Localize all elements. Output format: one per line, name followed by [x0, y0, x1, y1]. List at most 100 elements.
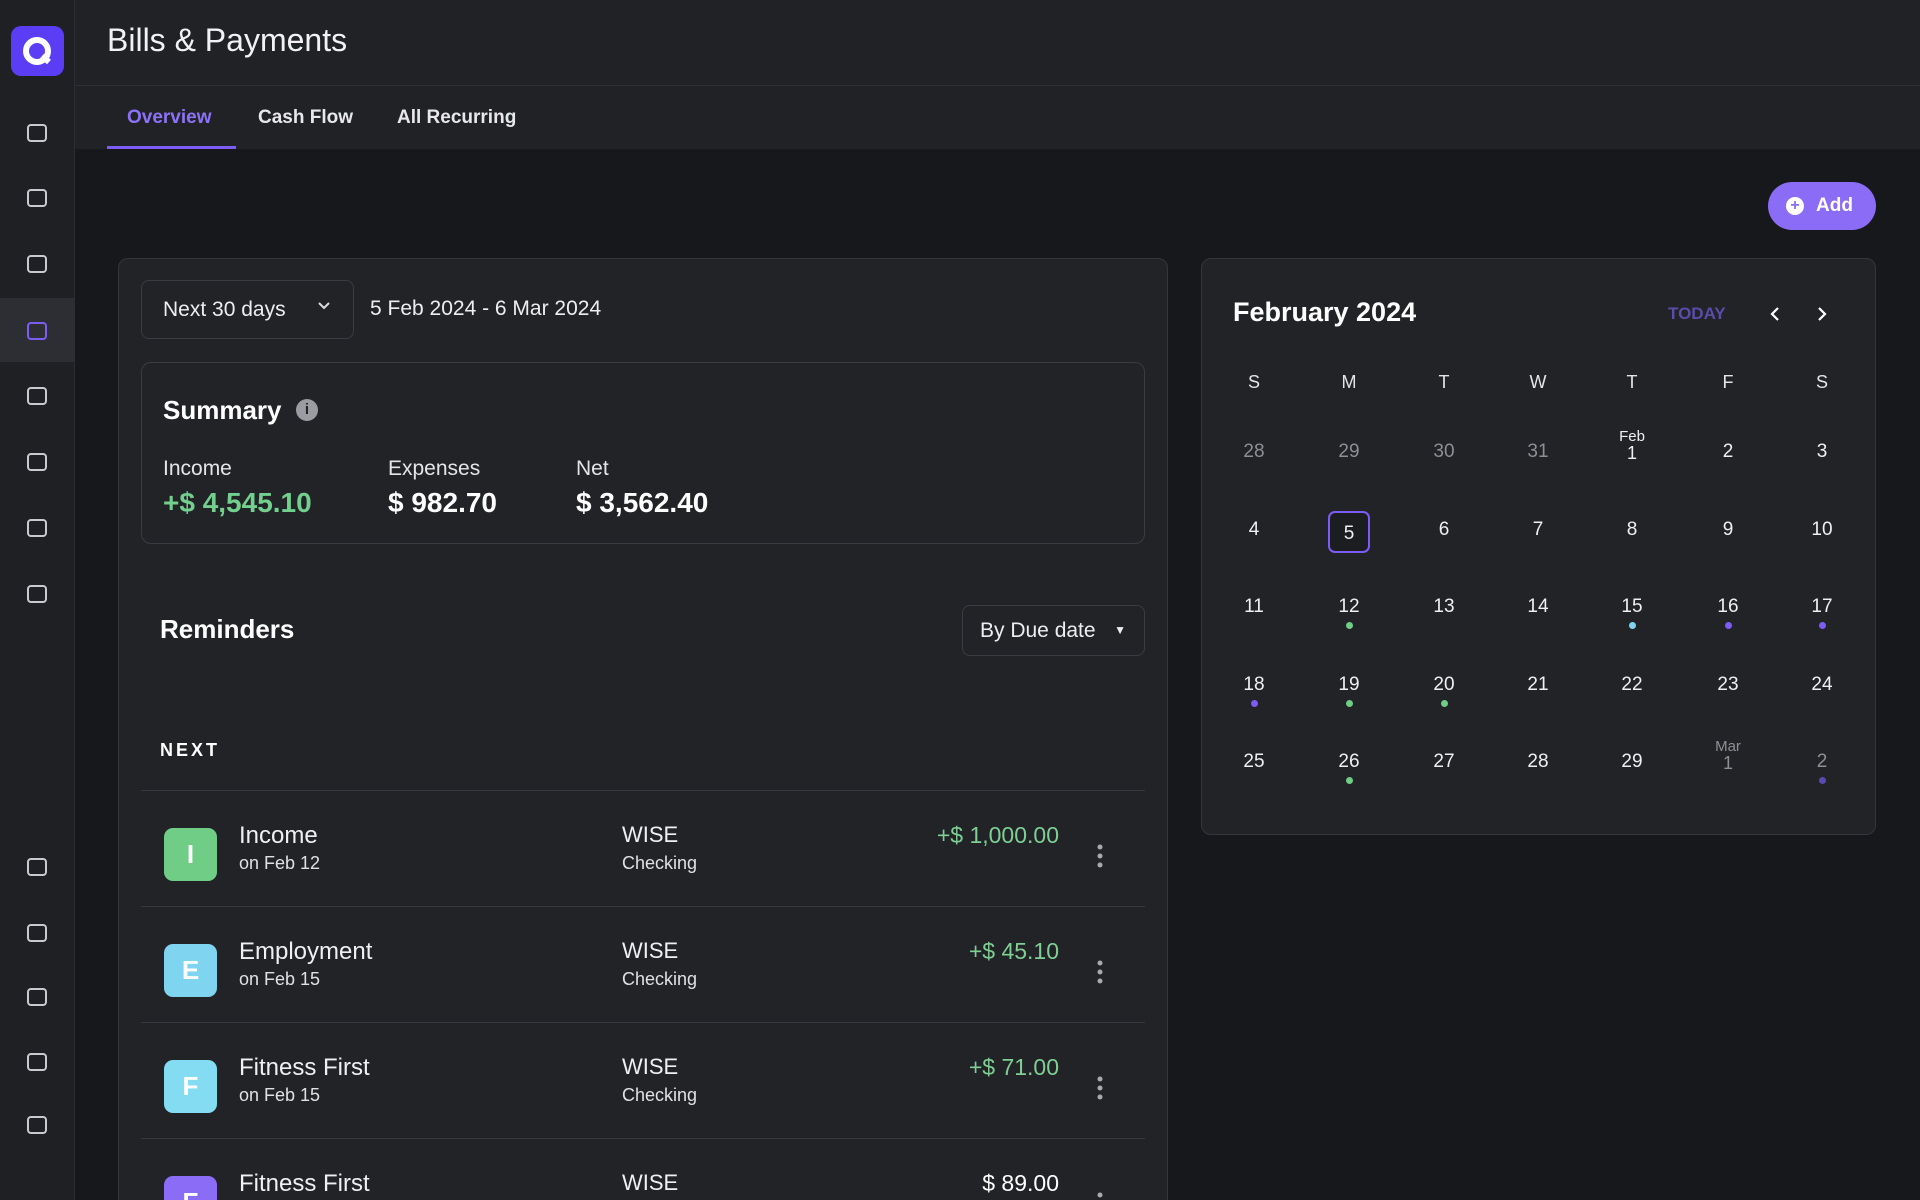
nav-icon[interactable] — [25, 855, 49, 879]
nav-icon[interactable] — [25, 1050, 49, 1074]
day[interactable]: 2 — [1722, 441, 1734, 462]
day[interactable]: 6 — [1438, 518, 1450, 540]
sort-label: By Due date — [980, 619, 1096, 642]
day[interactable]: 3 — [1816, 441, 1828, 462]
day-dot — [1628, 622, 1636, 629]
day[interactable]: 10 — [1811, 518, 1833, 540]
day[interactable]: 17 — [1811, 596, 1833, 617]
day[interactable]: 31 — [1527, 441, 1549, 462]
day[interactable]: 25 — [1243, 751, 1265, 772]
nav-icon[interactable] — [25, 1113, 49, 1137]
day[interactable]: 28 — [1527, 751, 1549, 772]
nav-icon[interactable] — [25, 121, 49, 145]
tab[interactable]: Overview — [127, 107, 212, 128]
day[interactable]: 27 — [1433, 751, 1455, 772]
nav-icon[interactable] — [25, 252, 49, 276]
day[interactable]: 1 — [1722, 753, 1733, 773]
today-button[interactable]: TODAY — [1668, 304, 1726, 323]
summary-label: Income — [163, 457, 232, 480]
nav-arrow[interactable] — [1768, 305, 1784, 323]
avatar: F — [164, 1060, 217, 1113]
day[interactable]: 22 — [1621, 673, 1643, 695]
day[interactable]: 14 — [1527, 596, 1549, 617]
row-divider — [141, 790, 1145, 791]
avatar: F — [164, 1176, 217, 1200]
nav-icon[interactable] — [25, 516, 49, 540]
reminders-title: Reminders — [160, 614, 295, 644]
day-dot — [1250, 699, 1258, 707]
day-dot — [1818, 622, 1826, 629]
day[interactable]: 18 — [1243, 673, 1265, 695]
row-account-type: Checking — [622, 969, 698, 989]
day[interactable]: 19 — [1338, 673, 1360, 695]
row-divider — [141, 1138, 1145, 1139]
nav-icon[interactable] — [25, 921, 49, 945]
day-month: Feb — [1619, 428, 1645, 445]
row-account-type: Checking — [622, 853, 698, 873]
day[interactable]: 2 — [1816, 751, 1828, 772]
day[interactable]: 5 — [1343, 522, 1355, 544]
row-date: on Feb 12 — [239, 853, 321, 873]
day[interactable]: 7 — [1532, 518, 1544, 540]
day[interactable]: 16 — [1717, 596, 1739, 617]
row-amount: +$ 1,000.00 — [936, 822, 1059, 848]
row-menu[interactable] — [1096, 1191, 1104, 1200]
day[interactable]: 24 — [1811, 673, 1833, 695]
nav-icon[interactable] — [25, 450, 49, 474]
nav-icon[interactable] — [25, 985, 49, 1009]
row-menu[interactable] — [1096, 843, 1104, 869]
row-account-type: Checking — [622, 1085, 698, 1105]
weekday: F — [1722, 372, 1734, 392]
day[interactable]: 29 — [1621, 751, 1643, 772]
row-name[interactable]: Employment — [239, 938, 373, 965]
row-menu[interactable] — [1096, 959, 1104, 985]
day[interactable]: 26 — [1338, 751, 1360, 772]
nav-icon[interactable] — [25, 319, 49, 343]
day[interactable]: 30 — [1433, 441, 1455, 462]
header — [75, 0, 1920, 149]
day[interactable]: 9 — [1722, 518, 1734, 540]
day[interactable]: 8 — [1626, 518, 1638, 540]
logo[interactable] — [11, 26, 64, 76]
weekday: M — [1341, 372, 1357, 392]
day[interactable]: 28 — [1243, 441, 1265, 462]
day[interactable]: 4 — [1248, 518, 1260, 540]
range-select[interactable]: Next 30 days — [141, 280, 354, 339]
add-button[interactable]: + Add — [1768, 182, 1876, 230]
nav-arrow[interactable] — [1814, 305, 1830, 323]
sidebar — [0, 0, 75, 1200]
section-label: NEXT — [160, 740, 221, 760]
row-menu[interactable] — [1096, 1075, 1104, 1101]
day[interactable]: 11 — [1244, 596, 1264, 617]
summary-label: Net — [576, 457, 609, 480]
day[interactable]: 20 — [1433, 673, 1455, 695]
nav-icon[interactable] — [25, 582, 49, 606]
day[interactable]: 21 — [1527, 673, 1549, 695]
row-account: WISE — [622, 1170, 679, 1195]
day[interactable]: 15 — [1621, 596, 1643, 617]
nav-icon[interactable] — [25, 384, 49, 408]
summary-label: Expenses — [388, 457, 481, 480]
nav-icon[interactable] — [25, 186, 49, 210]
tab[interactable]: All Recurring — [397, 107, 517, 128]
weekday: S — [1815, 372, 1828, 392]
day[interactable]: 12 — [1338, 596, 1360, 617]
day[interactable]: 29 — [1338, 441, 1360, 462]
sort-select[interactable]: By Due date ▼ — [962, 605, 1145, 656]
row-name[interactable]: Fitness First — [239, 1170, 370, 1197]
row-name[interactable]: Fitness First — [239, 1054, 370, 1081]
row-account: WISE — [622, 1054, 679, 1079]
row-date: on Feb 15 — [239, 1085, 321, 1105]
day-dot — [1345, 699, 1353, 707]
weekday: T — [1438, 372, 1450, 392]
day[interactable]: 13 — [1433, 596, 1455, 617]
add-label: Add — [1816, 195, 1853, 216]
divider — [75, 85, 1920, 86]
calendar-title: February 2024 — [1233, 297, 1417, 327]
weekday: T — [1626, 372, 1638, 392]
day[interactable]: 23 — [1717, 673, 1739, 695]
avatar: I — [164, 828, 217, 881]
row-name[interactable]: Income — [239, 822, 318, 849]
tab[interactable]: Cash Flow — [258, 107, 354, 128]
day[interactable]: 1 — [1626, 443, 1637, 463]
